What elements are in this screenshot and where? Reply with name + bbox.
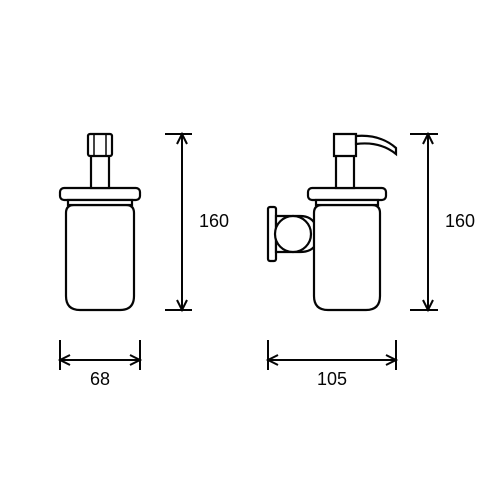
technical-drawing: 160 68 160 [0, 0, 500, 500]
front-collar-gap [68, 200, 132, 205]
side-pump-stem [336, 154, 354, 188]
front-pump-head [88, 134, 112, 156]
side-body [314, 205, 380, 310]
side-collar-gap [316, 200, 378, 205]
side-view [268, 134, 396, 310]
dim-front-height [165, 134, 192, 310]
dim-side-height [410, 134, 438, 310]
dim-front-height-label: 160 [199, 211, 229, 231]
front-view [60, 134, 140, 310]
dim-side-depth [268, 340, 396, 370]
dim-side-depth-label: 105 [317, 369, 347, 389]
dim-side-height-label: 160 [445, 211, 475, 231]
dim-front-width [60, 340, 140, 370]
front-pump-stem [91, 154, 109, 188]
side-collar-upper [308, 188, 386, 200]
side-mount-disc [275, 216, 311, 252]
side-pump-head [334, 134, 356, 156]
front-collar-upper [60, 188, 140, 200]
side-spout [356, 136, 396, 154]
front-body [66, 205, 134, 310]
dim-front-width-label: 68 [90, 369, 110, 389]
